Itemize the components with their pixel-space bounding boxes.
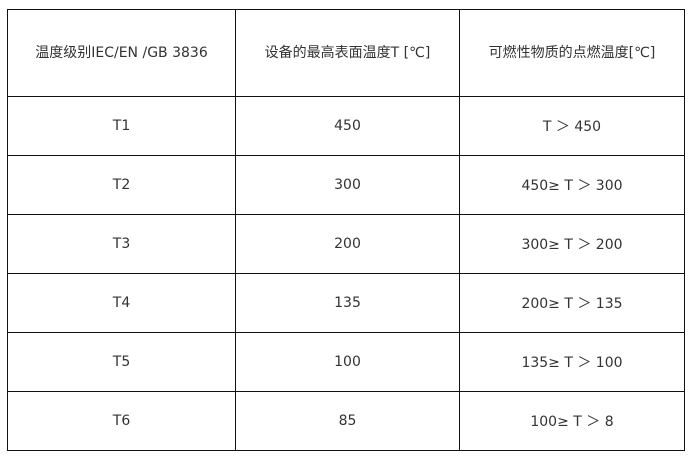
cell-class: T2	[7, 155, 236, 215]
table-row: T2 300 450≥ T ＞ 300	[7, 155, 685, 215]
table-row: T5 100 135≥ T ＞ 100	[7, 332, 685, 392]
cell-class: T1	[7, 96, 236, 156]
table-row: T4 135 200≥ T ＞ 135	[7, 273, 685, 333]
cell-class: T3	[7, 214, 236, 274]
cell-ignition: 100≥ T ＞ 8	[459, 391, 685, 451]
header-ignition-temp: 可燃性物质的点燃温度[℃]	[459, 9, 685, 97]
cell-max-temp: 85	[235, 391, 460, 451]
table-row: T6 85 100≥ T ＞ 8	[7, 391, 685, 451]
cell-ignition: 300≥ T ＞ 200	[459, 214, 685, 274]
header-temperature-class: 温度级别IEC/EN /GB 3836	[7, 9, 236, 97]
cell-ignition: 135≥ T ＞ 100	[459, 332, 685, 392]
cell-max-temp: 135	[235, 273, 460, 333]
cell-ignition: 200≥ T ＞ 135	[459, 273, 685, 333]
cell-max-temp: 300	[235, 155, 460, 215]
cell-ignition: T ＞ 450	[459, 96, 685, 156]
cell-max-temp: 200	[235, 214, 460, 274]
cell-ignition: 450≥ T ＞ 300	[459, 155, 685, 215]
cell-class: T6	[7, 391, 236, 451]
temperature-class-table: 温度级别IEC/EN /GB 3836 设备的最高表面温度T [℃] 可燃性物质…	[7, 9, 685, 451]
header-max-surface-temp: 设备的最高表面温度T [℃]	[235, 9, 460, 97]
cell-max-temp: 450	[235, 96, 460, 156]
cell-max-temp: 100	[235, 332, 460, 392]
header-row: 温度级别IEC/EN /GB 3836 设备的最高表面温度T [℃] 可燃性物质…	[7, 9, 685, 97]
cell-class: T5	[7, 332, 236, 392]
table-row: T3 200 300≥ T ＞ 200	[7, 214, 685, 274]
cell-class: T4	[7, 273, 236, 333]
table-row: T1 450 T ＞ 450	[7, 96, 685, 156]
